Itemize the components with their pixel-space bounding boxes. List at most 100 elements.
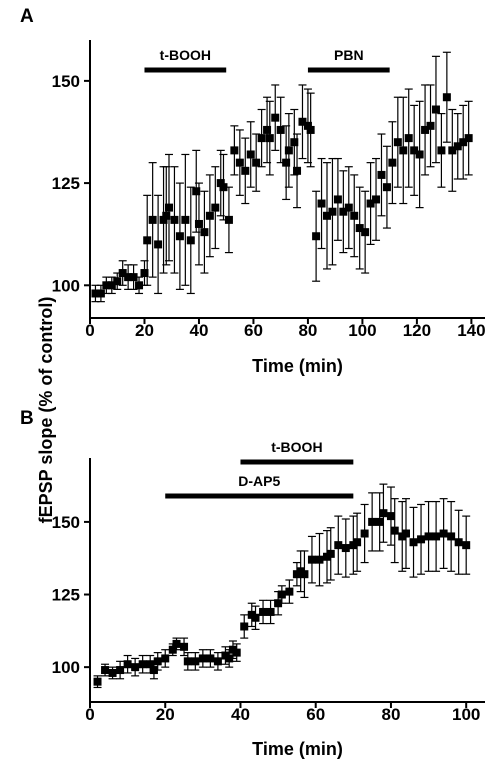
panel-b-data-point [213,657,222,666]
panel-a-data-point [271,113,280,122]
panel-a-data-point [284,146,293,155]
panel-b-data-point [326,549,335,558]
panel-b-data-point [123,660,132,669]
panel-b-y-tick-label: 150 [52,513,80,532]
panel-a-letter: A [20,6,34,27]
panel-b-data-point [240,622,249,631]
panel-a-data-point [426,121,435,130]
panel-a-data-point [350,211,359,220]
panel-a-data-point [265,134,274,143]
panel-a-data-point [464,134,473,143]
panel-a-data-point [96,289,105,298]
panel-a-data-point [276,125,285,134]
panel-b: B 0 20 40 60 80 100 100 125 150 Time (min) t-BOOH D-… [20,408,485,759]
panel-b-data-point [454,538,463,547]
panel-a-data-point [263,125,272,134]
panel-b-data-point [138,660,147,669]
panel-a-data-point [140,269,149,278]
panel-b-data-point [277,590,286,599]
panel-b-data-point [172,639,181,648]
panel-b-data-point [206,654,215,663]
panel-a-data-point [186,236,195,245]
panel-a-data-point [431,105,440,114]
panel-a-data-point [241,166,250,175]
panel-b-data-point [379,509,388,518]
panel-a-x-tick-label: 40 [190,321,209,340]
panel-a-data-point [194,219,203,228]
panel-b-data-point [146,660,155,669]
panel-a-data-point [421,125,430,134]
panel-a-data-point [361,228,370,237]
panel-b-treatment-label: D-AP5 [238,473,280,489]
panel-b-data-point [131,663,140,672]
panel-a-data-point [219,183,228,192]
panel-b-data-point [183,657,192,666]
panel-b-data-point [334,541,343,550]
panel-a-data-point [107,281,116,290]
panel-a-data-point [290,138,299,147]
panel-a-y-tick-label: 100 [52,276,80,295]
panel-a-data-point [175,232,184,241]
panel-b-data-point [307,555,316,564]
panel-a-treatment-label: t-BOOH [160,47,211,63]
panel-b-x-tick-label: 60 [306,705,325,724]
panel-b-data-point [368,517,377,526]
panel-b-data-point [424,532,433,541]
panel-a-data-point [317,199,326,208]
panel-a-x-tick-label: 100 [348,321,376,340]
panel-b-data-point [353,538,362,547]
panel-a-data-point [205,211,214,220]
panel-a-data-point [216,179,225,188]
panel-a-data-point [143,236,152,245]
panel-a-data-point [415,150,424,159]
panel-b-data-point [386,512,395,521]
panel-b-data-point [447,532,456,541]
panel-b-x-tick-label: 40 [231,705,250,724]
panel-b-treatment-label: t-BOOH [271,439,322,455]
panel-a-data-point [459,138,468,147]
panel-a-x-tick-label: 60 [244,321,263,340]
panel-b-data-point [93,677,102,686]
panel-b-data-point [285,587,294,596]
panel-b-data-point [259,607,268,616]
panel-b-data-point [417,535,426,544]
panel-a-x-tick-label: 0 [85,321,94,340]
panel-a: A 0 20 40 60 80 100 120 140 100 125 150 Time (min) t-… [20,6,486,376]
panel-a-treatment-label: PBN [334,47,364,63]
panel-b-data-point [101,666,110,675]
panel-b-data-point [198,654,207,663]
panel-b-data-point [251,613,260,622]
panel-a-data-point [298,117,307,126]
panel-a-data-point [165,203,173,212]
panel-a-data-point [181,215,190,224]
panel-a-data-point [372,195,381,204]
panel-b-data-point [402,529,410,538]
panel-a-x-axis-title: Time (min) [252,356,343,376]
panel-b-data-point [439,529,448,538]
panel-a-data-point [293,166,302,175]
panel-a-data-point [148,215,157,224]
panel-b-x-tick-label: 100 [452,705,480,724]
panel-a-data-point [246,150,255,159]
panel-a-data-point [306,125,315,134]
panel-b-data-point [266,607,275,616]
panel-a-data-point [118,269,127,278]
panel-a-data-point [113,277,122,286]
panel-a-data-point [453,142,462,151]
panel-b-data-point [315,555,324,564]
panel-b-data-point [432,532,441,541]
panel-b-letter: B [20,408,34,429]
panel-a-x-tick-label: 80 [298,321,317,340]
panel-a-data-point [393,138,402,147]
panel-a-data-point [323,211,331,220]
panel-b-data-point [161,654,170,663]
panel-a-data-point [442,93,451,102]
panel-b-x-tick-label: 20 [156,705,175,724]
panel-b-data-point [409,538,418,547]
panel-a-data-point [200,228,209,237]
panel-b-data-point [116,666,125,675]
panel-a-data-point [333,195,342,204]
panel-a-data-point [124,273,133,282]
panel-b-data-point [180,642,189,651]
